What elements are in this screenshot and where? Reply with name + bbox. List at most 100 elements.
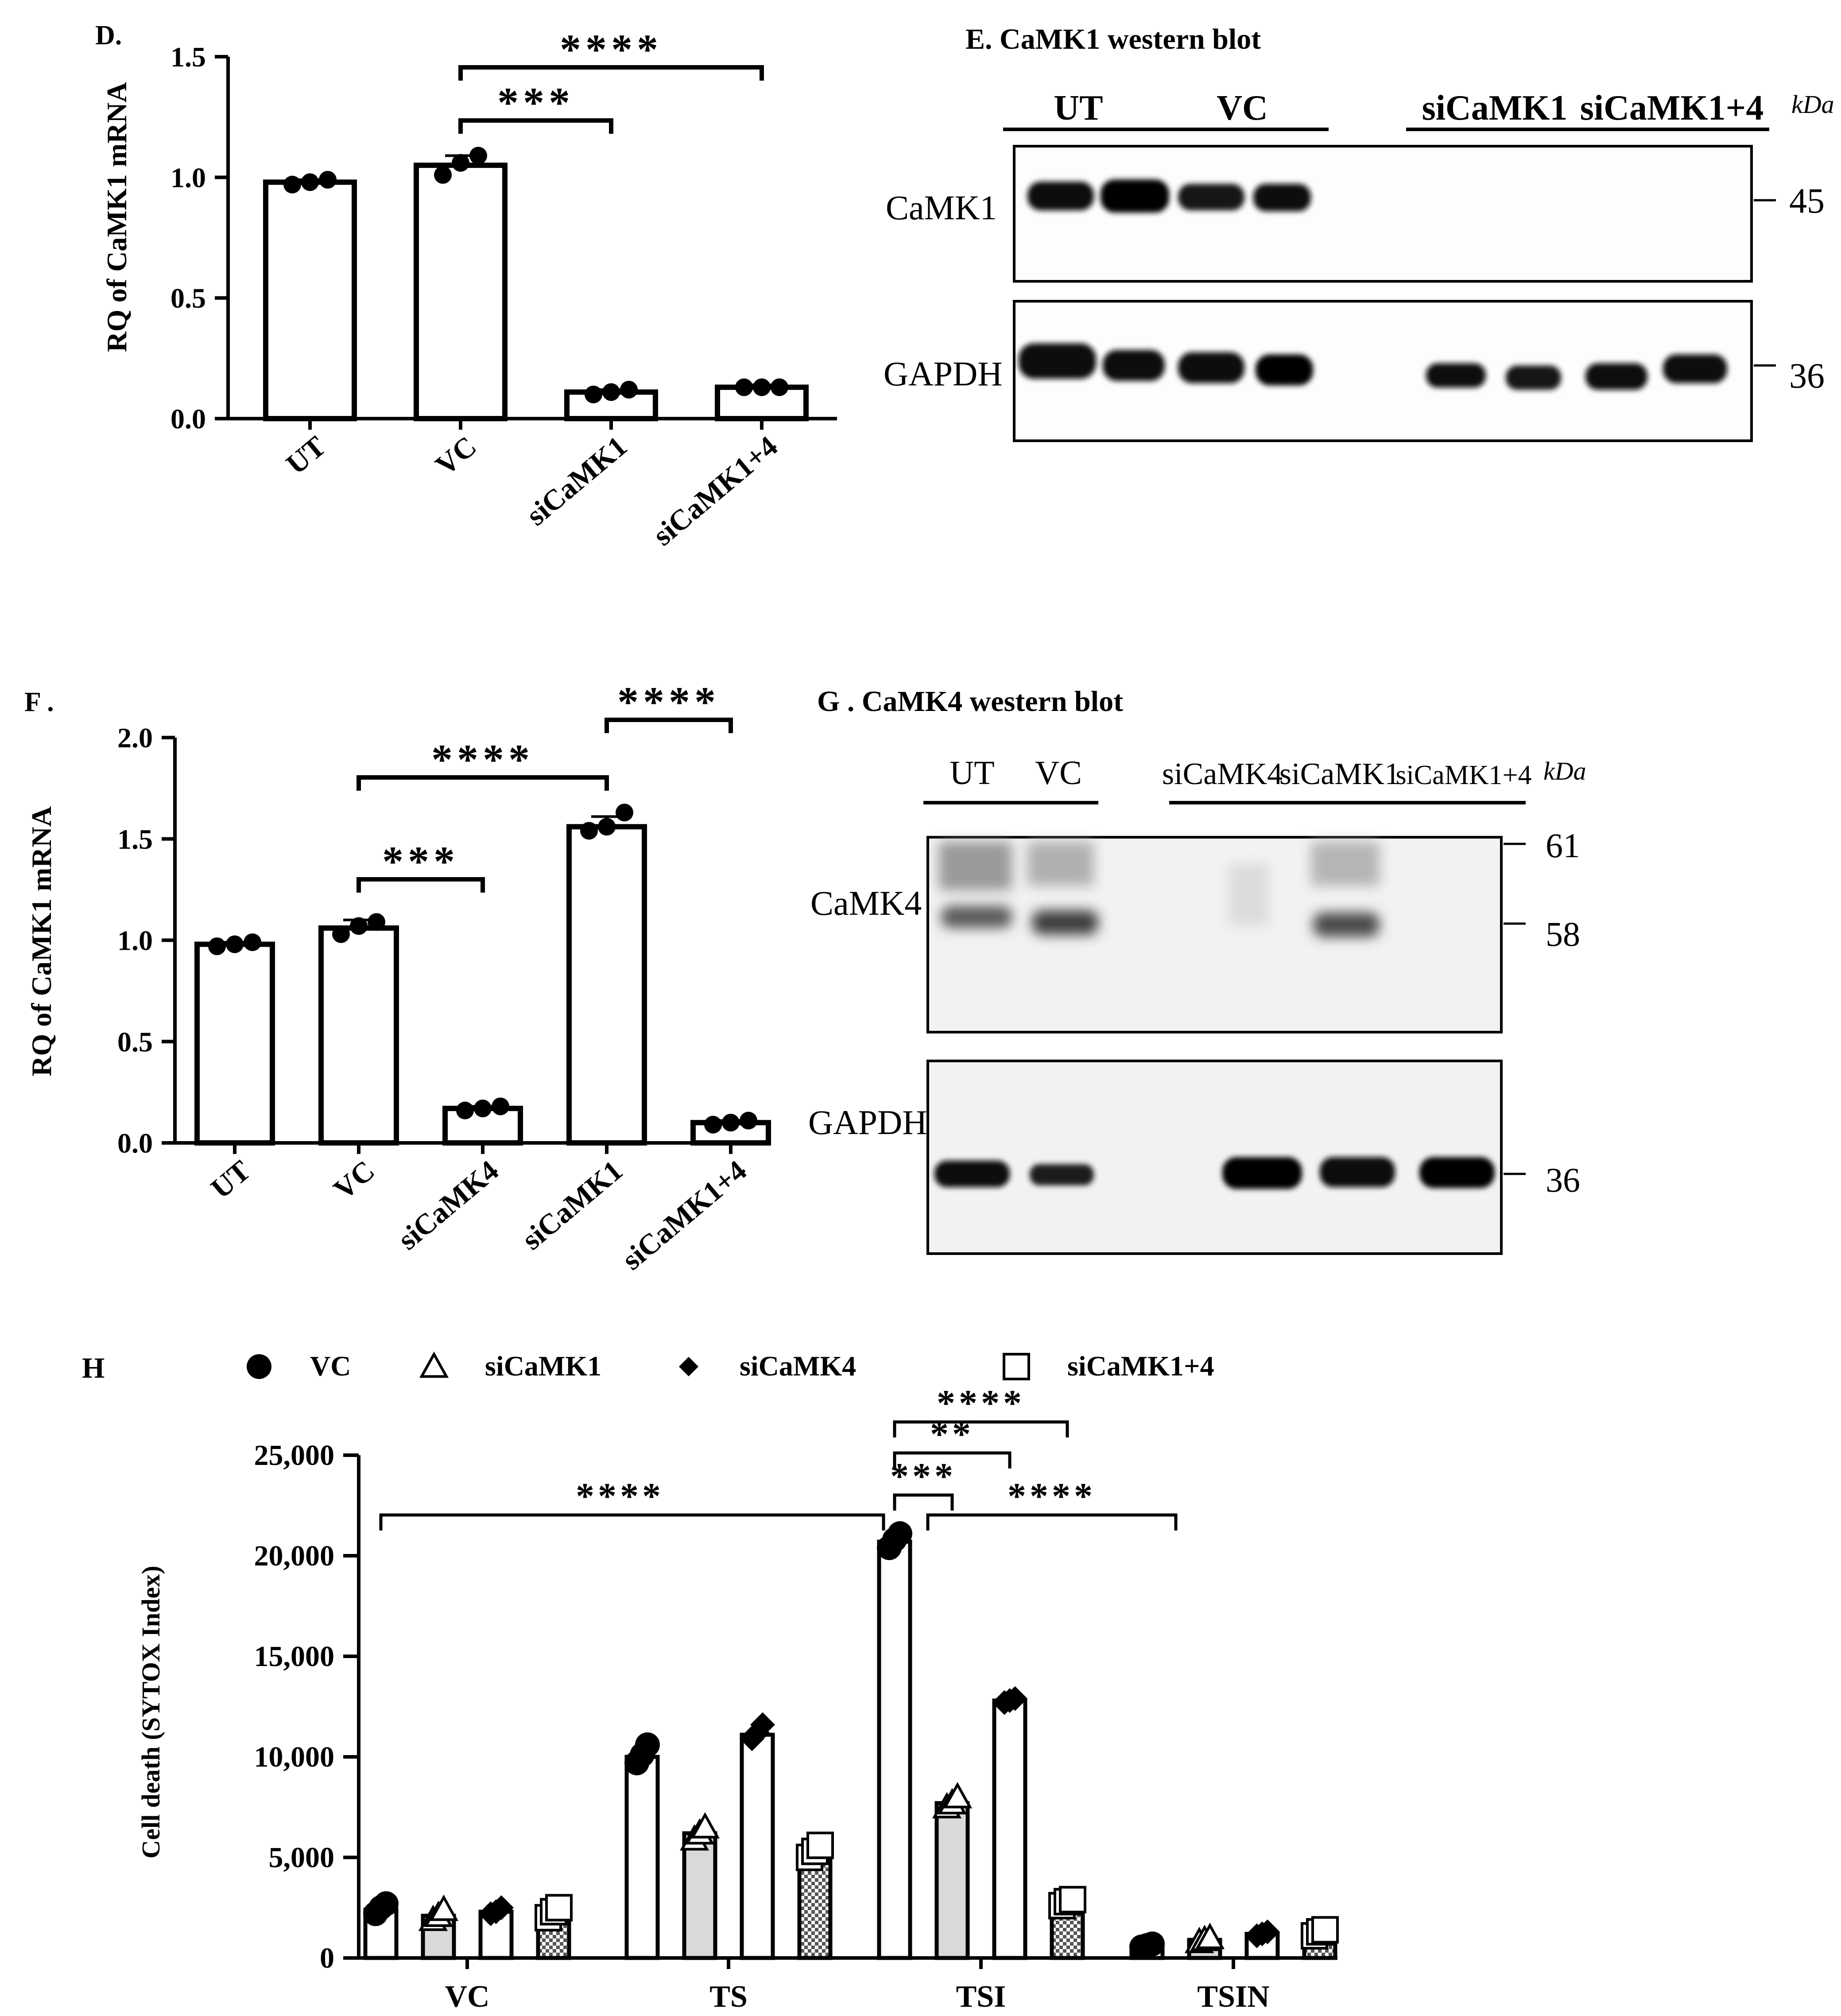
band xyxy=(1506,365,1561,390)
data-point xyxy=(740,1111,757,1130)
camk1-bands xyxy=(1027,179,1311,213)
x-tick-label: VC xyxy=(430,430,483,482)
data-point xyxy=(704,1115,722,1134)
data-point xyxy=(429,1894,459,1921)
significance-bracket xyxy=(458,65,764,81)
bar xyxy=(414,163,508,422)
panel-g-group-label: UT xyxy=(950,754,994,792)
data-point xyxy=(620,381,638,399)
band xyxy=(941,906,1012,928)
panel-e-group-label: siCaMK1 xyxy=(1422,89,1568,128)
panel-g-title: G . CaMK4 western blot xyxy=(817,685,1123,718)
data-point xyxy=(419,1351,449,1378)
significance-label: **** xyxy=(617,678,720,726)
panel-d: D. RQ of CaMK1 mRNA 0.0 0.5 1.0 1.5 UT VC siCa… xyxy=(95,20,837,552)
band xyxy=(1178,352,1244,383)
band xyxy=(1320,1157,1395,1187)
panel-e-kda-label: kDa xyxy=(1791,90,1834,119)
chart-f: 0.0 0.5 1.0 1.5 2.0 UT VC siCaMK4 siCaMK1siCaMK1… xyxy=(117,678,771,1277)
band xyxy=(1032,910,1098,935)
y-tick-label: 0.5 xyxy=(171,283,206,314)
y-tick-label: 1.0 xyxy=(117,925,153,956)
panel-e-title: E. CaMK1 western blot xyxy=(965,23,1261,55)
panel-h: H Cell death (SYTOX Index) VC siCaMK1 siCa… xyxy=(82,1350,1339,2014)
band xyxy=(1019,343,1096,379)
band xyxy=(1027,182,1094,210)
data-point xyxy=(888,1521,912,1546)
data-point xyxy=(1255,1919,1280,1944)
significance-label: **** xyxy=(560,26,663,73)
data-point xyxy=(301,173,319,191)
data-point xyxy=(545,1894,573,1922)
data-point xyxy=(452,154,469,172)
blot-gapdh-membrane-g xyxy=(926,1060,1503,1255)
band xyxy=(1311,842,1380,886)
y-tick-label: 0.5 xyxy=(117,1026,153,1057)
x-tick-label: siCaMK1 xyxy=(516,1154,629,1256)
marker-label: 45 xyxy=(1789,182,1825,221)
significance-bracket xyxy=(893,1493,954,1511)
panel-g-kda-label: kDa xyxy=(1543,757,1586,785)
data-point xyxy=(585,385,602,404)
band xyxy=(1585,363,1647,390)
data-point xyxy=(368,913,385,931)
blot-row-label: CaMK1 xyxy=(886,188,997,227)
panel-d-ylabel: RQ of CaMK1 mRNA xyxy=(101,82,132,352)
significance-label: **** xyxy=(1008,1476,1096,1517)
significance-bracket xyxy=(458,118,613,134)
data-point xyxy=(598,818,616,836)
x-tick-label: UT xyxy=(205,1154,256,1205)
data-point xyxy=(580,822,598,840)
blot-camk4-membrane xyxy=(926,836,1503,1033)
x-tick-label: siCaMK4 xyxy=(392,1154,505,1256)
data-point xyxy=(806,1831,834,1859)
y-tick-label: 1.5 xyxy=(117,823,153,855)
data-point xyxy=(1003,1686,1027,1711)
band xyxy=(1030,1164,1094,1185)
x-tick-label: siCaMK1+4 xyxy=(616,1154,753,1277)
x-tick-label: siCaMK1+4 xyxy=(647,430,784,552)
x-tick-label: VC xyxy=(328,1154,381,1206)
y-tick-label: 0.0 xyxy=(171,403,206,435)
bar xyxy=(992,1698,1027,1960)
band xyxy=(939,842,1012,890)
significance-label: **** xyxy=(937,1383,1025,1424)
data-point xyxy=(489,1895,514,1920)
panel-g-group-label: siCaMK4 xyxy=(1162,757,1283,791)
data-point xyxy=(474,1099,492,1118)
significance-label: **** xyxy=(431,736,534,783)
data-point xyxy=(679,1357,698,1376)
data-point xyxy=(602,383,620,401)
significance-bracket xyxy=(893,1420,1069,1437)
data-point xyxy=(1003,1353,1030,1380)
band xyxy=(1663,354,1727,383)
data-point xyxy=(753,378,771,396)
band xyxy=(1419,1157,1495,1188)
legend-label: siCaMK4 xyxy=(740,1350,856,1382)
bar xyxy=(877,1539,912,1960)
data-point xyxy=(1195,1923,1225,1949)
blot-camk1-membrane xyxy=(1013,145,1753,283)
significance-bracket xyxy=(357,877,485,893)
significance-bracket xyxy=(357,775,609,791)
bar xyxy=(263,179,357,421)
blot-row-label: CaMK4 xyxy=(810,884,922,922)
legend-h: VC siCaMK1 siCaMK4 siCaMK1+4 xyxy=(247,1350,1214,1382)
y-tick-label: 25,000 xyxy=(254,1439,335,1472)
band xyxy=(1426,363,1486,388)
significance-bracket xyxy=(605,718,733,733)
x-tick-label: VC xyxy=(445,1980,489,2014)
chart-d: 0.00.51.01.5UT VC siCaMK1 siCaMK1+4******* xyxy=(171,26,837,552)
y-tick-label: 0 xyxy=(320,1942,334,1974)
band xyxy=(1229,864,1269,926)
data-point xyxy=(332,925,350,943)
chart-h: 0 5,000 10,000 15,000 20,000 25,000 VC TS TSI TSI… xyxy=(254,1383,1339,2014)
bar xyxy=(740,1732,775,1960)
data-point xyxy=(1311,1916,1339,1944)
panel-g-group-label: siCaMK1 xyxy=(1279,757,1400,791)
panel-g: G . CaMK4 western blot UT VC siCaMK4 siC… xyxy=(808,685,1586,1255)
data-point xyxy=(690,1812,720,1839)
significance-label: *** xyxy=(890,1456,957,1497)
bar xyxy=(318,925,399,1146)
